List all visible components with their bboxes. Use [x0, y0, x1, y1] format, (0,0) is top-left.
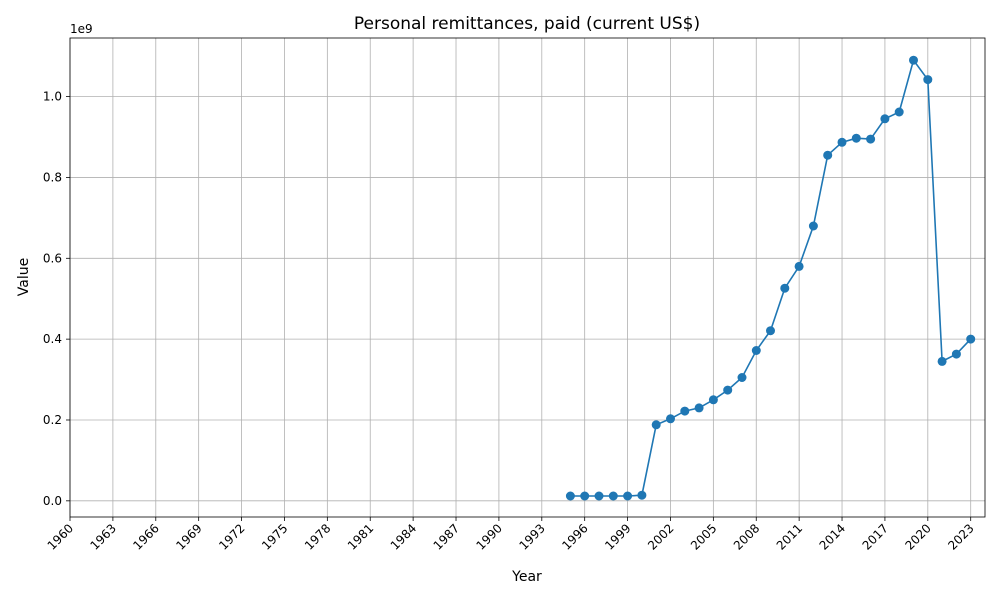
- x-tick-label: 1984: [388, 521, 419, 552]
- data-point: [951, 349, 961, 359]
- x-tick-label: 1972: [216, 521, 247, 552]
- series-layer: [565, 55, 976, 501]
- x-tick-label: 1996: [559, 521, 590, 552]
- data-point: [894, 107, 904, 117]
- data-point: [565, 491, 575, 501]
- data-point: [751, 346, 761, 355]
- data-point: [723, 385, 733, 395]
- data-point: [780, 283, 790, 293]
- data-point: [837, 137, 847, 147]
- data-point: [623, 491, 633, 501]
- x-tick-label: 2011: [774, 521, 805, 552]
- x-tick-label: 2023: [945, 521, 976, 552]
- data-point: [680, 406, 690, 416]
- y-tick-label: 1.0: [43, 90, 62, 104]
- data-point: [851, 133, 861, 143]
- x-tick-label: 2008: [731, 521, 762, 552]
- data-point: [794, 261, 804, 271]
- y-tick-label: 0.2: [43, 413, 62, 427]
- x-tick-label: 2020: [902, 521, 933, 552]
- data-point: [608, 491, 618, 501]
- y-tick-label: 0.0: [43, 494, 62, 508]
- x-tick-label: 1990: [474, 521, 505, 552]
- data-point: [766, 326, 775, 336]
- x-tick-label: 2014: [817, 521, 848, 552]
- x-tick-label: 1978: [302, 521, 333, 552]
- y-tick-label: 0.4: [43, 332, 62, 346]
- y-tick-label: 0.8: [43, 170, 62, 184]
- data-point: [880, 114, 890, 124]
- x-tick-label: 1960: [45, 521, 76, 552]
- y-axis-scale-label: 1e9: [70, 22, 93, 36]
- data-point: [909, 55, 918, 65]
- data-point: [666, 414, 675, 424]
- x-tick-label: 1993: [516, 521, 547, 552]
- data-point: [966, 334, 976, 344]
- data-point: [580, 491, 590, 501]
- data-point: [923, 75, 933, 85]
- x-tick-label: 1975: [259, 521, 290, 552]
- data-point: [708, 395, 718, 405]
- x-tick-label: 1981: [345, 521, 376, 552]
- x-axis-label: Year: [511, 569, 542, 585]
- data-point: [823, 150, 833, 160]
- data-point: [937, 356, 947, 366]
- x-tick-label: 1966: [130, 521, 161, 552]
- x-tick-label: 2002: [645, 521, 676, 552]
- y-tick-label: 0.6: [43, 251, 62, 265]
- x-tick-label: 1987: [431, 521, 462, 552]
- x-tick-label: 2017: [860, 521, 891, 552]
- data-point: [866, 134, 876, 144]
- x-tick-label: 1999: [602, 521, 633, 552]
- data-point: [737, 373, 747, 382]
- chart-title: Personal remittances, paid (current US$): [354, 14, 700, 34]
- plot-frame: [69, 37, 986, 518]
- x-tick-label: 1969: [173, 521, 204, 552]
- data-point: [694, 403, 704, 413]
- x-tick-label: 1963: [88, 521, 119, 552]
- series-line: [570, 58, 972, 497]
- axis-ticks: 1960 1963 1966 1969 1972 1975 1978 1981 1984 1987…: [43, 90, 977, 553]
- y-axis-label: Value: [16, 258, 32, 296]
- data-point: [808, 221, 818, 231]
- x-tick-label: 2005: [688, 521, 719, 552]
- grid-lines: [69, 38, 985, 517]
- data-point: [594, 491, 604, 501]
- data-point: [637, 490, 647, 500]
- data-point: [651, 420, 661, 430]
